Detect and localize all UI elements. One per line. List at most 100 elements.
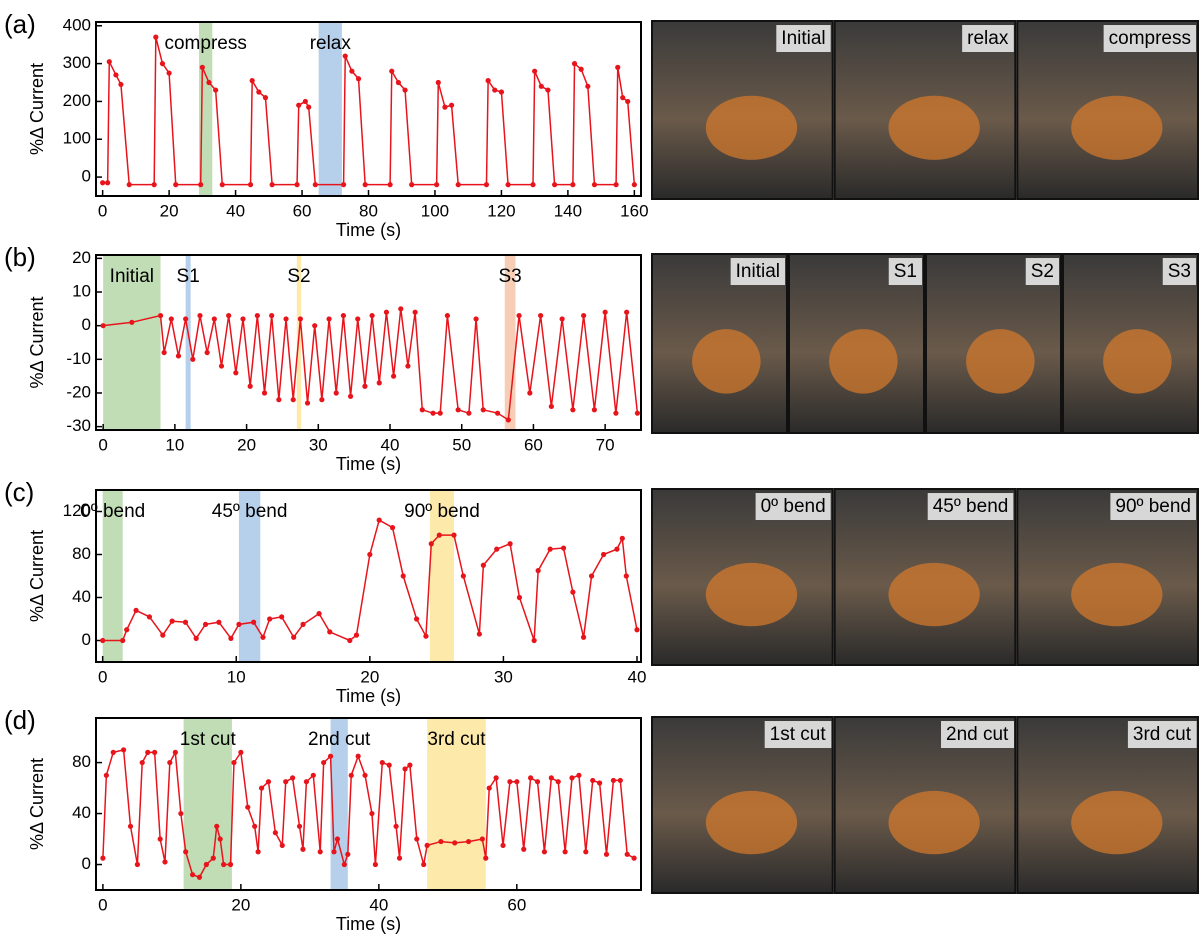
data-point [221,862,226,867]
x-tick-label: 40 [381,435,400,454]
data-point [414,836,419,841]
data-point [535,779,540,784]
y-tick-label: 40 [72,803,91,822]
photo-label: 2nd cut [946,724,1009,745]
data-point [430,411,435,416]
figure: (a)compressrelax010020030040002040608010… [0,0,1199,941]
data-point [401,573,406,578]
data-point [197,313,202,318]
data-point [279,614,284,619]
data-point [331,849,336,854]
data-point [611,778,616,783]
y-tick-label: 200 [63,91,91,110]
x-tick-label: 20 [231,895,250,914]
data-point [355,316,360,321]
data-point [128,824,133,829]
data-point [153,35,158,40]
data-line [103,37,635,185]
data-point [305,400,310,405]
data-point [624,573,629,578]
data-point [113,72,118,77]
data-point [585,84,590,89]
data-point [214,824,219,829]
data-point [615,65,620,70]
data-point [200,65,205,70]
data-point [436,80,441,85]
data-point [228,636,233,641]
y-axis-label: %Δ Current [27,758,47,850]
data-point [147,614,152,619]
data-point [343,53,348,58]
data-point [545,87,550,92]
data-point [634,627,639,632]
data-point [409,182,414,187]
photo-object [706,96,797,160]
data-point [206,80,211,85]
data-point [100,180,105,185]
y-tick-label: 10 [72,282,91,301]
data-point [373,862,378,867]
data-point [190,872,195,877]
data-point [262,390,267,395]
x-tick-label: 0 [98,895,107,914]
data-point [362,773,367,778]
data-point [248,384,253,389]
data-point [517,595,522,600]
band-label: 90º bend [404,501,480,522]
data-point [152,750,157,755]
data-point [327,629,332,634]
data-point [560,316,565,321]
data-point [211,856,216,861]
data-point [212,316,217,321]
x-tick-label: 80 [359,201,378,220]
data-point [561,545,566,550]
data-point [532,638,537,643]
data-point [160,61,165,66]
data-point [270,182,275,187]
data-point [384,310,389,315]
data-point [349,773,354,778]
data-point [218,836,223,841]
data-point [283,779,288,784]
band-label: 1st cut [180,729,237,750]
data-point [167,70,172,75]
data-point [461,573,466,578]
data-point [620,95,625,100]
photo-object [706,791,797,854]
data-point [216,620,221,625]
photo-label: Initial [781,28,825,49]
data-point [280,843,285,848]
data-point [173,182,178,187]
data-point [576,773,581,778]
photo-object [1071,563,1162,626]
data-point [263,95,268,100]
band-label: S1 [177,266,200,287]
photo-object [888,96,979,160]
data-point [507,779,512,784]
data-point [294,182,299,187]
photo-label: 3rd cut [1133,724,1192,745]
data-point [473,316,478,321]
photo-label: S1 [894,261,917,282]
data-point [145,750,150,755]
data-point [354,633,359,638]
y-axis-label: %Δ Current [27,530,47,622]
data-point [316,611,321,616]
data-point [556,779,561,784]
data-point [266,779,271,784]
data-point [380,760,385,765]
data-point [581,635,586,640]
data-point [486,78,491,83]
x-axis-label: Time (s) [336,914,401,934]
photo-label: 0º bend [761,496,826,517]
data-point [140,760,145,765]
data-point [570,182,575,187]
data-point [552,182,557,187]
data-point [291,397,296,402]
data-point [226,313,231,318]
data-line [103,520,637,640]
data-point [100,856,105,861]
data-point [625,852,630,857]
data-point [251,620,256,625]
data-point [260,635,265,640]
